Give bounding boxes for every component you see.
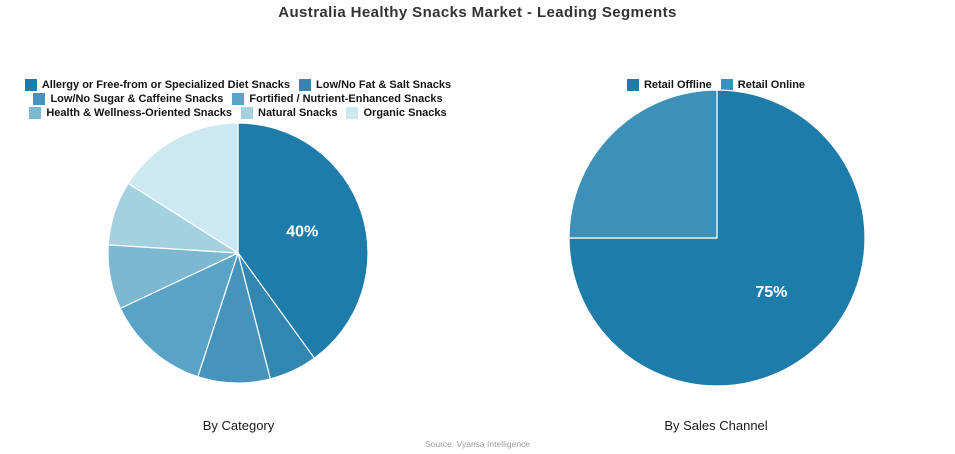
legend-item: Fortified / Nutrient-Enhanced Snacks [232,93,443,105]
category-legend: Allergy or Free-from or Specialized Diet… [0,79,488,119]
legend-item: Organic Snacks [346,107,447,119]
legend-swatch [299,79,312,91]
sales-channel-pie-chart: 75% [568,89,866,387]
legend-label: Fortified / Nutrient-Enhanced Snacks [249,93,443,105]
legend-swatch [232,93,245,105]
legend-label: Low/No Fat & Salt Snacks [316,79,452,91]
legend-swatch [346,107,359,119]
source-note: Source: Vyansa Intelligence [424,439,531,449]
slice-percent-label: 40% [286,224,318,241]
legend-item: Retail Online [720,79,806,91]
legend-label: Retail Online [737,79,806,91]
sales-channel-legend: Retail Offline Retail Online [477,79,955,91]
legend-item: Low/No Fat & Salt Snacks [299,79,451,91]
legend-swatch [33,93,46,105]
legend-swatch [626,79,639,91]
category-caption: By Category [202,418,275,433]
legend-label: Organic Snacks [363,107,447,119]
legend-label: Low/No Sugar & Caffeine Snacks [50,93,224,105]
pie-slice [127,122,239,254]
chart-title: Australia Healthy Snacks Market - Leadin… [278,4,677,21]
slice-percent-label: 75% [755,284,787,301]
legend-swatch [24,79,37,91]
legend-item: Natural Snacks [241,107,337,119]
category-pie-chart: 40% [107,122,369,384]
legend-item: Health & Wellness-Oriented Snacks [29,107,232,119]
pie-slice [237,122,369,359]
legend-label: Health & Wellness-Oriented Snacks [46,107,232,119]
legend-item: Low/No Sugar & Caffeine Snacks [33,93,223,105]
legend-label: Natural Snacks [258,107,338,119]
legend-swatch [241,107,253,119]
pie-slice [568,89,718,239]
legend-swatch [720,79,733,91]
sales-channel-caption: By Sales Channel [664,418,768,433]
legend-label: Allergy or Free-from or Specialized Diet… [41,79,291,91]
pie-slice [119,252,239,378]
legend-swatch [29,107,42,119]
legend-item: Allergy or Free-from or Specialized Diet… [24,79,291,91]
legend-label: Retail Offline [643,79,712,91]
legend-item: Retail Offline [626,79,712,91]
